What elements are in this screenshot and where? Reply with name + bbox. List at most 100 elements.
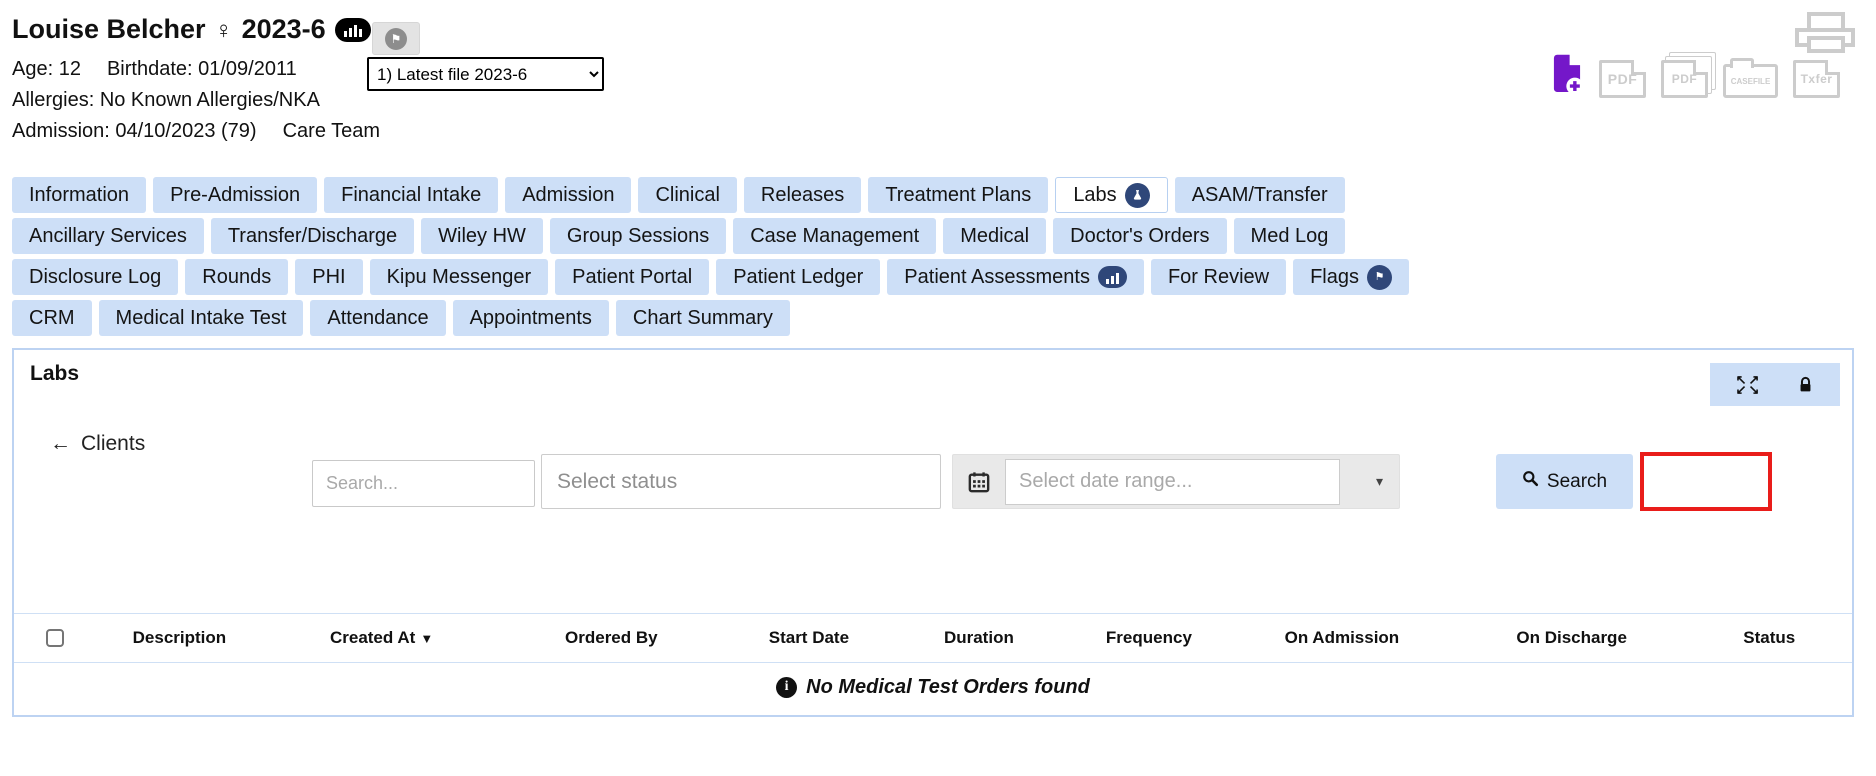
tab-transfer-discharge[interactable]: Transfer/Discharge [210, 218, 415, 254]
tab-phi[interactable]: PHI [295, 259, 363, 295]
tab-chart-summary[interactable]: Chart Summary [615, 300, 790, 336]
tab-asam-transfer[interactable]: ASAM/Transfer [1174, 177, 1345, 213]
labs-panel: Labs ↖↗↙↘ ← Clients Select status [12, 348, 1854, 717]
calendar-icon[interactable] [968, 471, 990, 493]
tab-row-3: Disclosure Log Rounds PHI Kipu Messenger… [12, 259, 1409, 295]
orders-table-header: Description Created At ▼ Ordered By Start… [14, 613, 1852, 663]
gender-symbol: ♀ [214, 16, 233, 44]
col-created-at[interactable]: Created At ▼ [329, 628, 434, 647]
tab-pre-admission[interactable]: Pre-Admission [153, 177, 318, 213]
filter-bar: Select status ▾ [14, 452, 1852, 514]
tab-crm[interactable]: CRM [12, 300, 92, 336]
assessments-chart-icon [1097, 266, 1127, 288]
expand-icon[interactable]: ↖↗ ↙↘ [1735, 371, 1762, 397]
col-duration[interactable]: Duration [943, 628, 1014, 647]
casefile-icon[interactable]: CASEFILE [1723, 58, 1778, 98]
date-range-input[interactable] [1005, 458, 1340, 505]
file-selector[interactable]: 1) Latest file 2023-6 [367, 57, 604, 91]
date-range-group: ▾ [952, 454, 1400, 509]
patient-allergies: Allergies: No Known Allergies/NKA [12, 89, 320, 111]
patient-age: Age: 12 [12, 58, 81, 80]
tab-appointments[interactable]: Appointments [452, 300, 609, 336]
pdf-stack-icon[interactable]: PDF [1661, 60, 1708, 98]
tab-treatment-plans[interactable]: Treatment Plans [868, 177, 1049, 213]
tab-doctors-orders[interactable]: Doctor's Orders [1053, 218, 1227, 254]
tab-patient-portal[interactable]: Patient Portal [555, 259, 710, 295]
empty-state-message: No Medical Test Orders found [806, 675, 1090, 698]
info-icon: i [776, 676, 798, 698]
tab-clinical[interactable]: Clinical [638, 177, 737, 213]
add-document-icon[interactable] [1550, 53, 1584, 98]
tab-row-4: CRM Medical Intake Test Attendance Appoi… [12, 300, 1409, 336]
flask-icon [1124, 182, 1150, 208]
empty-state-row: i No Medical Test Orders found [14, 664, 1852, 710]
col-start-date[interactable]: Start Date [768, 628, 850, 647]
tab-kipu-messenger[interactable]: Kipu Messenger [369, 259, 549, 295]
patient-case-number: 2023-6 [241, 14, 326, 44]
tab-labs[interactable]: Labs [1055, 177, 1168, 213]
search-button[interactable]: Search [1496, 454, 1633, 509]
col-on-discharge[interactable]: On Discharge [1516, 628, 1627, 647]
sort-desc-icon: ▼ [420, 631, 434, 646]
pdf-icon[interactable]: PDF [1599, 60, 1646, 98]
tab-rounds[interactable]: Rounds [185, 259, 289, 295]
tab-patient-ledger[interactable]: Patient Ledger [716, 259, 881, 295]
select-all-cell [14, 629, 97, 647]
patient-birthdate: Birthdate: 01/09/2011 [106, 58, 297, 80]
tab-case-management[interactable]: Case Management [733, 218, 937, 254]
pdf-stack-icon-label: PDF [1671, 72, 1698, 86]
pdf-icon-label: PDF [1607, 71, 1638, 87]
back-to-clients-label: Clients [81, 432, 146, 455]
patient-name-line: Louise Belcher ♀ 2023-6 [12, 14, 380, 45]
tab-flags[interactable]: Flags ⚑ [1293, 259, 1409, 295]
tab-financial-intake[interactable]: Financial Intake [324, 177, 499, 213]
date-range-caret-icon[interactable]: ▾ [1375, 473, 1383, 489]
patient-allergies-line: Allergies: No Known Allergies/NKA [12, 85, 380, 116]
print-icon[interactable] [1794, 12, 1856, 59]
care-team-link[interactable]: Care Team [282, 120, 381, 142]
tab-row-1: Information Pre-Admission Financial Inta… [12, 177, 1409, 213]
status-select[interactable]: Select status [541, 454, 941, 509]
tab-medical-intake-test[interactable]: Medical Intake Test [98, 300, 304, 336]
lock-icon[interactable] [1797, 376, 1814, 394]
patient-flag-button[interactable]: ⚑ [372, 22, 420, 55]
tab-wiley-hw[interactable]: Wiley HW [421, 218, 543, 254]
bar-chart-icon[interactable] [334, 17, 371, 42]
tab-patient-assessments-label: Patient Assessments [904, 265, 1090, 288]
tab-med-log[interactable]: Med Log [1233, 218, 1346, 254]
flag-icon: ⚑ [385, 27, 407, 50]
tab-information[interactable]: Information [12, 177, 147, 213]
txfer-icon[interactable]: Txfer [1793, 60, 1840, 98]
txfer-icon-label: Txfer [1800, 72, 1833, 86]
chart-tabs: Information Pre-Admission Financial Inta… [12, 177, 1409, 341]
tab-group-sessions[interactable]: Group Sessions [549, 218, 727, 254]
tab-labs-label: Labs [1073, 183, 1117, 206]
export-actions: PDF PDF CASEFILE Txfer [1550, 52, 1840, 98]
col-ordered-by[interactable]: Ordered By [565, 628, 658, 647]
tab-for-review[interactable]: For Review [1150, 259, 1287, 295]
search-input[interactable] [312, 460, 535, 507]
col-frequency[interactable]: Frequency [1105, 628, 1192, 647]
casefile-icon-label: CASEFILE [1730, 76, 1771, 86]
col-on-admission[interactable]: On Admission [1284, 628, 1400, 647]
tab-ancillary-services[interactable]: Ancillary Services [12, 218, 204, 254]
col-status[interactable]: Status [1743, 628, 1796, 647]
patient-admission: Admission: 04/10/2023 (79) [12, 120, 257, 142]
tab-flags-label: Flags [1310, 265, 1359, 288]
select-all-checkbox[interactable] [46, 629, 65, 647]
tab-attendance[interactable]: Attendance [310, 300, 446, 336]
search-icon [1522, 470, 1539, 493]
page-title: Labs [30, 362, 80, 385]
back-to-clients-link[interactable]: ← Clients [50, 432, 145, 456]
tab-admission[interactable]: Admission [505, 177, 632, 213]
highlighted-target-region[interactable] [1640, 452, 1772, 511]
col-description[interactable]: Description [132, 628, 227, 647]
patient-name: Louise Belcher [12, 14, 206, 44]
tab-patient-assessments[interactable]: Patient Assessments [887, 259, 1144, 295]
patient-admission-line: Admission: 04/10/2023 (79) Care Team [12, 116, 380, 147]
tab-disclosure-log[interactable]: Disclosure Log [12, 259, 179, 295]
search-button-label: Search [1546, 470, 1608, 492]
tab-releases[interactable]: Releases [743, 177, 862, 213]
tab-medical[interactable]: Medical [943, 218, 1047, 254]
